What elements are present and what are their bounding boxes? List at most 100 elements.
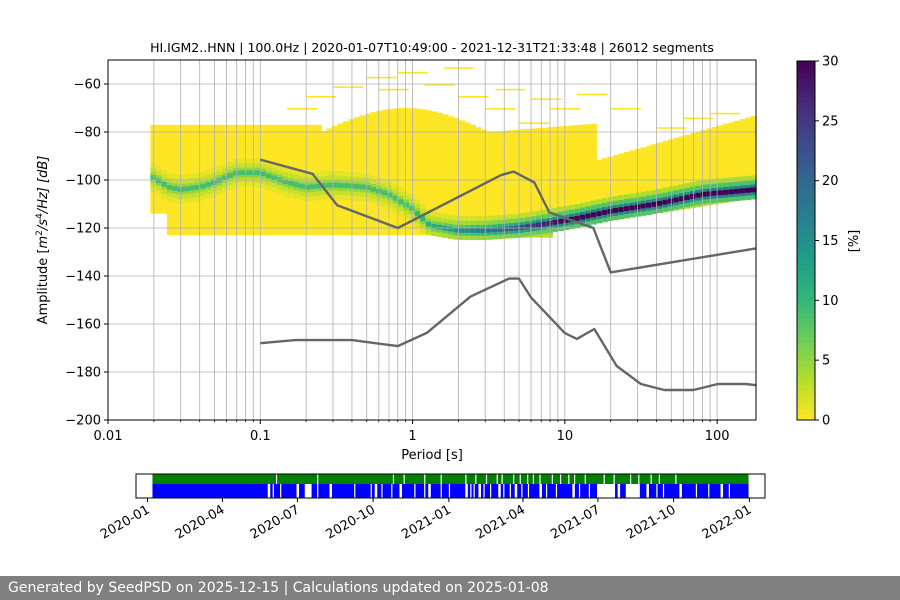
timeline-gap [473,484,475,498]
colorbar-swatch [797,144,815,152]
pdf-cell [508,130,515,239]
pdf-cell [304,184,311,190]
timeline-gap [578,484,581,498]
colorbar-swatch [797,408,815,415]
colorbar-swatch [797,198,815,206]
colorbar-tick-label: 10 [822,294,839,309]
pdf-cell [161,181,168,187]
pdf-cell [425,110,432,236]
colorbar-swatch [797,186,815,194]
pdf-cell [689,133,697,208]
timeline-gap [650,474,652,484]
pdf-cell [585,213,592,219]
timeline-tick-label: 2022-01 [700,502,755,542]
pdf-cell [590,123,597,225]
pdf-cell [359,184,366,190]
pdf-cell [728,122,735,202]
pdf-cell [651,144,658,214]
pdf-cell [453,227,460,233]
pdf-cell [288,180,295,186]
psd-heatmap [150,67,757,240]
pdf-cell [574,215,581,221]
timeline-bar-green [152,474,749,484]
pdf-cell [711,126,719,205]
pdf-cell [656,142,664,214]
timeline-gap [381,484,383,498]
pdf-cell [424,84,455,86]
pdf-cell [222,175,229,181]
colorbar-swatch [797,216,815,224]
pdf-cell [436,224,443,230]
timeline-gap [354,484,356,498]
pdf-cell [381,109,388,236]
timeline-tick-label: 2020-10 [324,502,379,542]
pdf-cell [651,201,658,207]
x-axis-label: Period [s] [401,448,463,463]
pdf-cell [531,98,562,100]
pdf-cell [640,203,647,209]
pdf-cell [398,108,405,236]
pdf-cell [610,108,641,110]
pdf-cell [315,183,322,189]
timeline-gap [470,484,472,498]
pdf-cell [420,109,427,236]
pdf-cell [576,93,607,96]
y-tick-label: −120 [65,222,101,237]
colorbar-label: [%] [847,230,862,253]
pdf-cell [293,182,300,188]
colorbar-swatch [797,342,815,349]
timeline-gap [708,484,710,498]
colorbar-swatch [797,61,815,68]
colorbar-swatch [797,366,815,373]
pdf-cell [733,120,741,201]
timeline-gap [584,474,586,484]
x-tick-label: 0.1 [250,429,271,444]
colorbar: 0 5 10 15 20 25 30 [796,55,839,429]
pdf-cell [689,194,697,199]
pdf-cell [366,76,397,79]
pdf-cell [436,112,443,237]
pdf-cell [673,137,680,211]
colorbar-swatch [797,306,815,313]
pdf-cell [750,115,757,200]
colorbar-swatch [797,168,815,176]
colorbar-swatch [797,84,815,92]
pdf-cell [233,170,240,176]
timeline-gap [475,474,477,484]
timeline-gap [501,474,503,484]
timeline-frame [135,473,766,499]
timeline-gap [399,484,402,498]
pdf-cell [491,227,498,233]
pdf-cell [453,118,460,240]
pdf-cell [287,108,318,110]
pdf-cell [414,211,421,216]
pdf-cell [392,108,399,236]
pdf-cell [717,190,724,196]
pdf-cell [491,131,498,240]
pdf-cell [502,226,509,232]
colorbar-swatch [797,276,815,283]
colorbar-swatch [797,384,815,391]
timeline-gap [613,474,615,484]
pdf-cell [431,111,438,236]
colorbar-swatch [797,396,815,403]
timeline-gap [675,474,677,484]
y-axis-label: Amplitude [m2/s4/Hz] [dB] [35,156,51,325]
pdf-cell [590,212,597,218]
timeline-gap [485,474,488,484]
pdf-cell [519,129,526,238]
pdf-cell [662,199,669,205]
colorbar-tick-label: 20 [822,174,839,189]
timeline-gap [267,484,271,498]
colorbar-swatch [797,126,815,134]
pdf-cell [392,195,399,201]
timeline-bar-blue [152,484,749,498]
colorbar-swatch [797,228,815,236]
colorbar-tick-label: 30 [822,55,839,70]
colorbar-swatch [797,78,815,86]
colorbar-swatch [797,156,815,164]
colorbar-swatch [797,378,815,385]
colorbar-swatch [797,174,815,182]
pdf-cell [238,170,245,176]
pdf-cell [618,153,625,220]
